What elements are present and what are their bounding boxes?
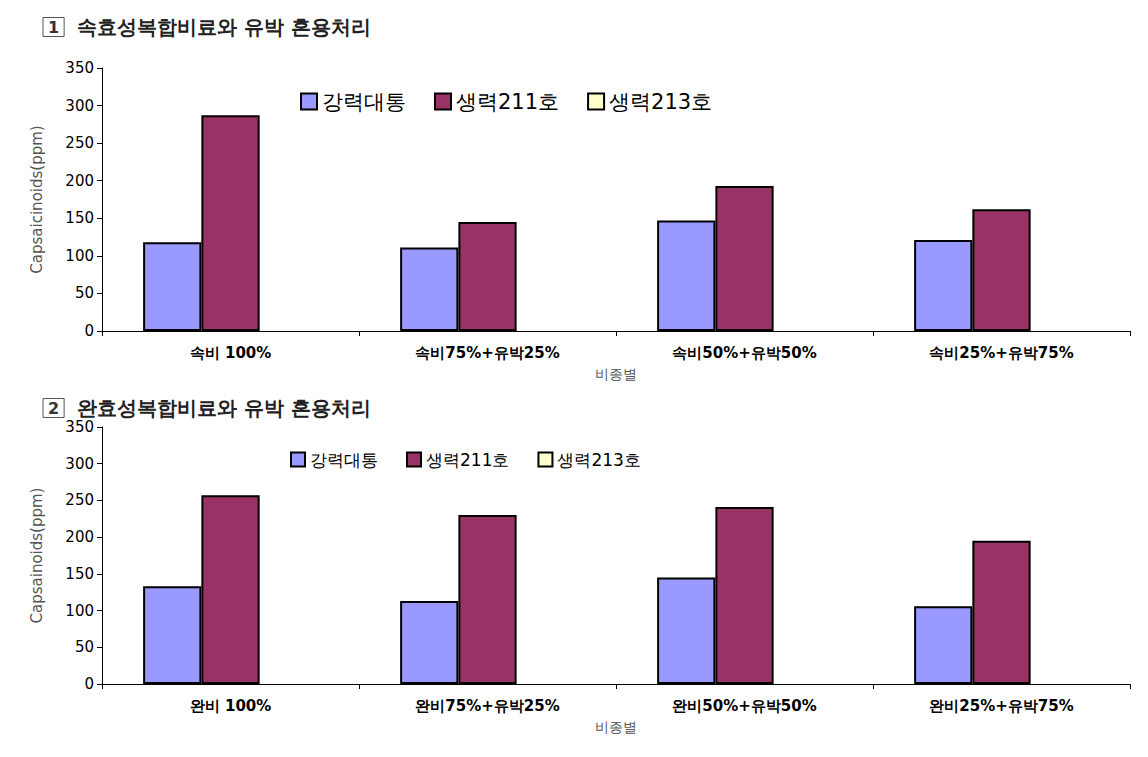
- svg-text:300: 300: [65, 97, 94, 115]
- svg-text:완효성복합비료와 유박 혼용처리: 완효성복합비료와 유박 혼용처리: [77, 396, 371, 420]
- svg-text:비종별: 비종별: [595, 366, 637, 382]
- svg-text:150: 150: [65, 565, 94, 583]
- svg-text:250: 250: [65, 134, 94, 152]
- svg-text:50: 50: [75, 284, 94, 302]
- svg-text:2: 2: [48, 399, 59, 418]
- svg-text:완비50%+유박50%: 완비50%+유박50%: [672, 697, 816, 715]
- svg-text:완비25%+유박75%: 완비25%+유박75%: [929, 697, 1073, 715]
- svg-text:생력213호: 생력213호: [609, 90, 712, 114]
- svg-text:Capsaicinoids(ppm): Capsaicinoids(ppm): [28, 125, 46, 273]
- svg-text:Capsainoids(ppm): Capsainoids(ppm): [28, 488, 46, 624]
- svg-text:0: 0: [84, 675, 94, 693]
- svg-text:0: 0: [84, 322, 94, 340]
- svg-text:속비 100%: 속비 100%: [190, 344, 272, 362]
- svg-text:250: 250: [65, 491, 94, 509]
- svg-text:100: 100: [65, 602, 94, 620]
- svg-text:완비 100%: 완비 100%: [190, 697, 272, 715]
- svg-text:강력대통: 강력대통: [310, 450, 378, 470]
- svg-text:강력대통: 강력대통: [322, 90, 406, 114]
- svg-text:속효성복합비료와 유박 혼용처리: 속효성복합비료와 유박 혼용처리: [77, 15, 371, 39]
- svg-text:생력211호: 생력211호: [456, 90, 559, 114]
- svg-text:50: 50: [75, 638, 94, 656]
- svg-text:생력211호: 생력211호: [426, 450, 509, 470]
- svg-text:200: 200: [65, 528, 94, 546]
- svg-text:속비25%+유박75%: 속비25%+유박75%: [929, 344, 1073, 362]
- svg-text:완비75%+유박25%: 완비75%+유박25%: [415, 697, 559, 715]
- svg-text:1: 1: [48, 18, 59, 37]
- svg-text:비종별: 비종별: [595, 719, 637, 735]
- svg-text:200: 200: [65, 172, 94, 190]
- svg-text:속비75%+유박25%: 속비75%+유박25%: [415, 344, 559, 362]
- svg-text:150: 150: [65, 209, 94, 227]
- svg-text:300: 300: [65, 455, 94, 473]
- svg-text:속비50%+유박50%: 속비50%+유박50%: [672, 344, 816, 362]
- svg-text:350: 350: [65, 418, 94, 436]
- svg-text:350: 350: [65, 59, 94, 77]
- svg-text:생력213호: 생력213호: [557, 450, 640, 470]
- svg-text:100: 100: [65, 247, 94, 265]
